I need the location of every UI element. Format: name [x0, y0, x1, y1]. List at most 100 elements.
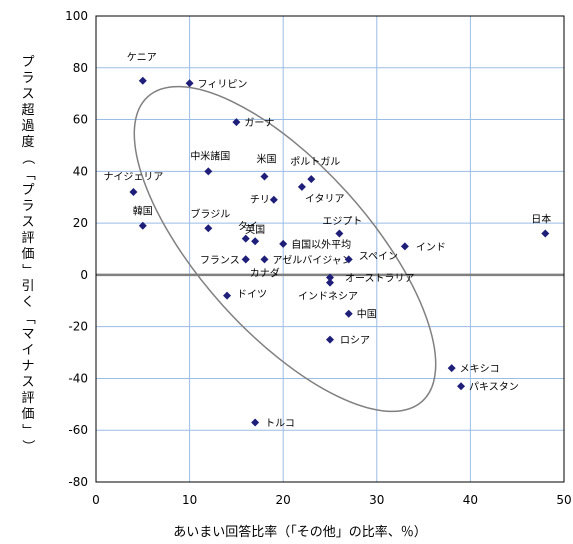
data-point — [344, 255, 353, 264]
point-label: パキスタン — [469, 381, 519, 393]
data-point — [541, 229, 550, 238]
y-axis-title-char: く — [21, 295, 34, 310]
y-tick-label: -40 — [68, 371, 88, 385]
y-axis-title-char: プ — [21, 55, 34, 70]
y-axis-title-char: マ — [21, 327, 34, 342]
point-label: フランス — [200, 254, 240, 266]
data-point — [344, 309, 353, 318]
y-axis-title-char: ラ — [21, 71, 34, 86]
x-tick-label: 0 — [92, 493, 100, 507]
data-point — [223, 291, 232, 300]
y-axis-title-char: 引 — [21, 279, 34, 294]
data-point — [251, 418, 260, 427]
y-axis-title-char: ） — [20, 439, 35, 452]
point-label: ナイジェリア — [103, 171, 163, 183]
data-point — [204, 167, 213, 176]
point-label: ドイツ — [237, 290, 267, 301]
point-label: 日本 — [531, 212, 551, 225]
cluster-ellipse — [133, 85, 437, 413]
cluster-ellipse-layer — [133, 85, 437, 413]
data-point — [326, 273, 334, 282]
data-point — [260, 172, 269, 181]
data-point — [457, 382, 466, 391]
point-label: ポルトガル — [290, 156, 340, 168]
y-axis-title-char: 価 — [21, 407, 34, 422]
y-tick-label: 100 — [65, 9, 88, 23]
point-label: ロシア — [340, 336, 370, 347]
point-label: アゼルバイジャン — [272, 254, 351, 266]
data-point — [204, 224, 213, 233]
data-point — [241, 234, 250, 243]
point-label: インド — [416, 242, 446, 253]
point-label: 自国以外平均 — [291, 238, 351, 251]
y-axis-title-char: イ — [21, 343, 34, 358]
y-axis-title-char: 」 — [20, 263, 35, 276]
y-axis-title-char: ナ — [21, 359, 34, 374]
data-point — [326, 278, 334, 287]
data-point — [129, 188, 138, 197]
data-point — [138, 221, 147, 230]
plot-area — [96, 16, 564, 482]
point-label: エジプト — [322, 215, 362, 227]
data-point — [260, 255, 269, 264]
data-point — [279, 239, 288, 248]
y-tick-label: 60 — [73, 113, 88, 127]
y-axis-title-char: 「 — [20, 167, 35, 180]
y-tick-label: -60 — [68, 423, 88, 437]
point-label: チリ — [250, 194, 270, 206]
y-axis-title-char: ス — [21, 87, 34, 102]
x-tick-label: 30 — [369, 493, 384, 507]
point-label: トルコ — [265, 418, 295, 429]
x-tick-label: 50 — [556, 493, 571, 507]
y-tick-label: 40 — [73, 164, 88, 178]
axis-ticks: 0 10 20 30 40 50 100 80 60 40 20 0 -20 -40 -60 -80 — [65, 9, 572, 507]
data-point — [232, 118, 241, 127]
y-axis-title-char: ス — [21, 215, 34, 230]
y-axis-title-char: プ — [21, 183, 34, 198]
y-axis-title-char: 過 — [21, 119, 34, 134]
plot-border — [95, 15, 565, 483]
y-axis-title-char: 度 — [21, 134, 34, 150]
x-tick-label: 40 — [463, 493, 478, 507]
data-point — [400, 242, 409, 251]
y-axis-title-char: 超 — [21, 103, 34, 118]
gridlines — [95, 15, 565, 483]
point-label: 韓国 — [133, 206, 153, 218]
point-label: イタリア — [305, 193, 345, 205]
point-label: スペイン — [359, 251, 398, 262]
point-label: 米国 — [256, 153, 276, 166]
y-axis-title-char: 「 — [20, 311, 35, 324]
point-label: ケニア — [127, 52, 157, 64]
point-label: 英国 — [245, 223, 265, 236]
y-tick-label: 80 — [73, 61, 88, 75]
x-tick-label: 10 — [182, 493, 197, 507]
data-point — [269, 195, 278, 204]
y-axis-title-char: 」 — [20, 423, 35, 436]
data-point — [138, 76, 147, 85]
data-point — [335, 229, 344, 238]
x-axis-title: あいまい回答比率（「その他」の比率、％） — [173, 524, 427, 540]
y-tick-label: 0 — [80, 268, 88, 282]
point-label: カナダ — [250, 266, 280, 279]
point-label: ガーナ — [244, 117, 274, 129]
point-label: メキシコ — [460, 364, 500, 375]
point-label: 中国 — [357, 308, 377, 321]
data-point — [241, 255, 250, 264]
y-axis-title-char: ラ — [21, 199, 34, 214]
point-label: オーストラリア — [345, 272, 415, 284]
data-point — [326, 335, 334, 344]
x-tick-label: 20 — [276, 493, 291, 507]
y-axis-title-char: 評 — [21, 231, 34, 246]
point-label: ブラジル — [190, 207, 230, 220]
point-label: タイ — [238, 221, 258, 233]
data-point — [251, 237, 260, 246]
data-point — [297, 182, 306, 191]
data-point — [185, 79, 194, 88]
y-axis-title-char: ス — [21, 375, 34, 390]
y-axis-title-char: 評 — [21, 391, 34, 406]
data-point — [447, 364, 456, 373]
point-label: 中米諸国 — [190, 149, 230, 162]
